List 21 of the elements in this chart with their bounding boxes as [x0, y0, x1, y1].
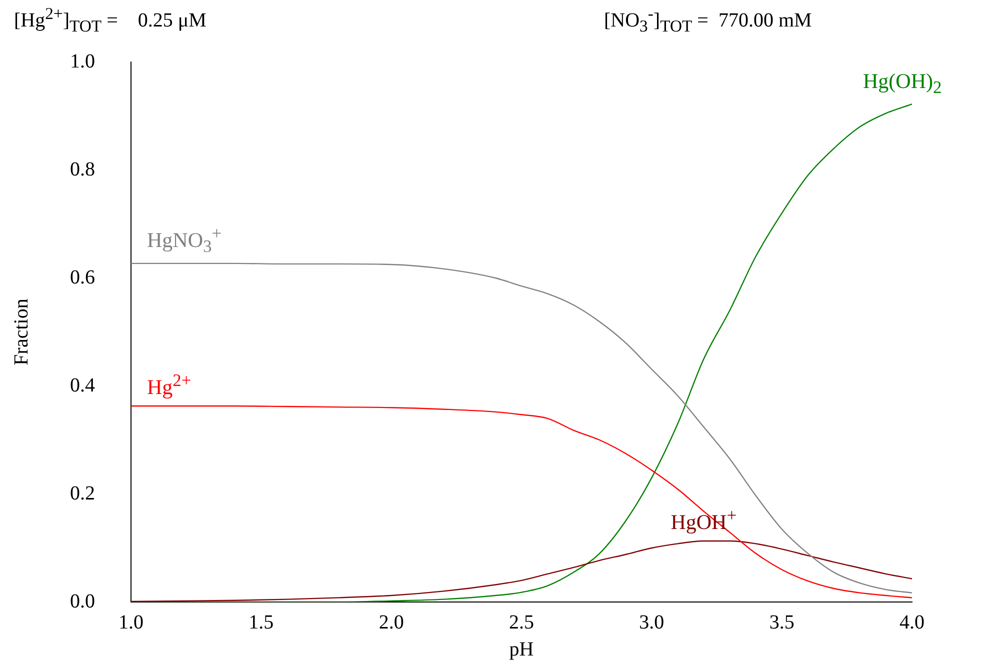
y-tick-label: 0.6 [70, 266, 95, 288]
y-tick-label: 0.0 [70, 590, 95, 612]
y-tick-label: 0.4 [70, 374, 95, 396]
text: [Hg$^{2+}$]$_{TOT}$ = 0.25 μM [14, 4, 206, 37]
x-tick-label: 4.0 [900, 611, 924, 634]
x-tick-label: 1.0 [118, 611, 144, 634]
x-axis-title: pH [509, 638, 534, 660]
x-tick-label: 3.5 [769, 611, 794, 634]
y-tick-label: 0.2 [70, 482, 95, 504]
x-tick-label: 3.0 [639, 611, 664, 634]
series-label: Hg(OH)$_{2}$ [863, 69, 942, 98]
text: [NO$_{3}$$^{-}$]$_{TOT}$ = 770.00 mM [604, 4, 812, 37]
line-series [131, 405, 912, 598]
y-tick-label: 1.0 [70, 50, 95, 72]
y-tick-label: 0.8 [70, 158, 95, 180]
y-axis-title: Fraction [10, 298, 32, 366]
series-label: Hg$^{2+}$ [147, 370, 192, 400]
x-tick-label: 2.0 [378, 611, 404, 634]
x-tick-label: 2.5 [509, 611, 534, 634]
x-tick-label: 1.5 [248, 611, 274, 634]
line-series [131, 262, 912, 594]
